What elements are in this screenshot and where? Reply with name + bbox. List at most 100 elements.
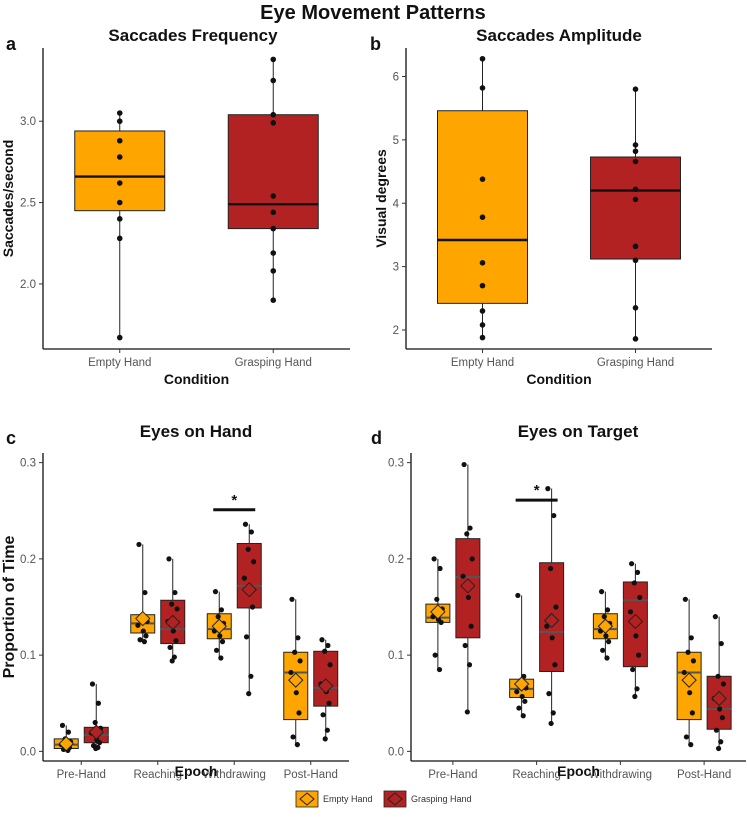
box-grasping-hand-point (632, 186, 639, 193)
significance-label: * (231, 492, 237, 509)
box-empty-hand-point (479, 308, 486, 314)
box-empty-hand-point (479, 55, 486, 62)
box-withdrawing-empty-hand-point (601, 614, 607, 620)
box-withdrawing-grasping-hand-point (627, 609, 634, 615)
box-post-hand-grasping-hand-point (712, 614, 718, 620)
box-post-hand-empty-hand-point (682, 596, 688, 602)
panel-c: c Eyes on Hand 0.0 0.1 0.2 0.3 Pre-Hand Reachin… (1, 422, 349, 781)
box-reaching-grasping-hand-point (167, 644, 173, 651)
box-post-hand-empty-hand-point (289, 596, 295, 602)
box-post-hand-empty-hand-point (687, 690, 693, 696)
box-withdrawing-empty-hand-point (212, 589, 219, 595)
x-tick-label-pre-hand: Pre-Hand (57, 769, 106, 781)
box-reaching-empty-hand-point (142, 589, 148, 596)
box-pre-hand-empty-hand-mean-diamond (58, 735, 74, 752)
significance-label: * (534, 482, 540, 499)
box-post-hand-empty-hand-point (292, 649, 298, 655)
y-tick-label: 0.2 (388, 554, 404, 566)
box-grasping-hand-point (632, 257, 639, 264)
y-axis-title: Saccades/second (0, 140, 16, 258)
legend-item-grasping-hand: Grasping Hand (383, 790, 472, 808)
box-withdrawing-grasping-hand-mean-diamond (241, 581, 257, 598)
epoch-group-pre-hand (53, 681, 109, 754)
box-withdrawing-grasping-hand-box (236, 542, 262, 609)
box-pre-hand-grasping-hand-point (462, 642, 468, 649)
legend-diamond-grasping-hand (387, 792, 403, 806)
box-withdrawing-empty-hand-point (603, 633, 609, 639)
box-post-hand-empty-hand-point (290, 734, 296, 740)
box-withdrawing-grasping-hand-point (631, 580, 637, 586)
box-withdrawing-grasping-hand-point (633, 633, 639, 639)
box-grasping-hand-point (270, 193, 277, 199)
box-pre-hand-grasping-hand-point (92, 719, 98, 726)
box-grasping-hand-point (632, 148, 639, 155)
box-reaching-empty-hand-point (514, 689, 520, 695)
box-withdrawing-empty-hand-mean-diamond (597, 618, 614, 634)
box-withdrawing-empty-hand-point (218, 607, 225, 613)
box-post-hand-grasping-hand-point (719, 715, 725, 721)
epoch-group-pre-hand (425, 461, 481, 715)
box-post-hand-grasping-hand-point (720, 681, 727, 687)
y-axis-title: Proportion of Time (1, 535, 18, 678)
box-empty-hand-point (116, 334, 123, 341)
box-empty-hand-point (116, 216, 123, 222)
box-reaching-grasping-hand-point (549, 635, 555, 641)
box-pre-hand-grasping-hand-mean-diamond (88, 724, 104, 740)
box-pre-hand-empty-hand-point (437, 565, 443, 572)
epoch-group-post-hand (283, 596, 339, 748)
x-tick-label-withdrawing: Withdrawing (589, 769, 652, 781)
box-withdrawing-empty-hand-point (598, 589, 605, 595)
panel-title: Eyes on Target (518, 422, 639, 441)
box-post-hand-grasping-hand-mean-diamond (318, 678, 334, 694)
box-empty-hand-point (479, 260, 486, 266)
box-pre-hand-grasping-hand-point (93, 745, 99, 752)
box-grasping-hand-point (632, 142, 639, 148)
x-tick-label-grasping-hand: Grasping Hand (235, 357, 312, 369)
box-empty-hand-point (116, 199, 123, 206)
x-tick-label-pre-hand: Pre-Hand (428, 769, 477, 781)
box-withdrawing-empty-hand-point (217, 633, 223, 639)
box-grasping-hand-point (270, 250, 277, 256)
box-pre-hand-grasping-hand-point (469, 556, 475, 562)
panel-d: d Eyes on Target 0.0 0.1 0.2 0.3 Pre-Hand Reach… (371, 422, 746, 781)
box-withdrawing-grasping-hand-point (632, 693, 638, 700)
box-withdrawing-empty-hand-point (218, 655, 224, 661)
y-tick-label: 2 (393, 325, 399, 337)
box-post-hand-grasping-hand-point (717, 706, 723, 712)
box-reaching-grasping-hand-point (169, 658, 175, 664)
box-reaching-grasping-hand-point (547, 565, 554, 572)
box-empty-hand-point (479, 334, 486, 341)
x-axis-title: Condition (526, 371, 591, 387)
box-pre-hand-empty-hand-point (432, 652, 438, 658)
box-reaching-empty-hand-point (520, 713, 526, 719)
panel-letter: b (370, 34, 381, 54)
box-post-hand-grasping-hand-point (325, 642, 331, 649)
box-reaching-grasping-hand-point (546, 691, 552, 697)
box-withdrawing-grasping-hand-point (245, 546, 251, 552)
box-reaching-empty-hand-mean-diamond (135, 610, 151, 627)
box-withdrawing-grasping-hand-mean-diamond (627, 613, 644, 630)
box-post-hand-empty-hand-point (681, 669, 687, 676)
legend: Empty Hand Grasping Hand (295, 790, 472, 808)
box-post-hand-grasping-hand-point (320, 712, 326, 718)
epoch-group-post-hand (676, 596, 732, 752)
box-grasping-hand-point (632, 158, 639, 165)
y-tick-label: 4 (393, 198, 400, 210)
box-withdrawing-grasping-hand-point (250, 559, 257, 565)
y-tick-label: 0.0 (20, 746, 36, 758)
box-group-empty-hand (74, 110, 166, 341)
y-tick-label: 2.5 (20, 198, 36, 210)
box-post-hand-empty-hand-point (288, 669, 294, 676)
box-withdrawing-empty-hand-point (604, 655, 610, 661)
y-tick-label: 0.2 (20, 554, 36, 566)
box-reaching-grasping-hand-point (174, 606, 180, 612)
box-post-hand-grasping-hand-point (718, 739, 724, 745)
box-grasping-hand-point (270, 225, 277, 232)
box-pre-hand-empty-hand-point (431, 556, 437, 562)
box-reaching-grasping-hand-point (544, 623, 550, 629)
box-post-hand-grasping-hand-point (713, 727, 720, 733)
box-empty-hand-point (116, 180, 123, 186)
box-empty-hand-box (437, 110, 528, 304)
legend-label-empty-hand: Empty Hand (323, 794, 373, 804)
